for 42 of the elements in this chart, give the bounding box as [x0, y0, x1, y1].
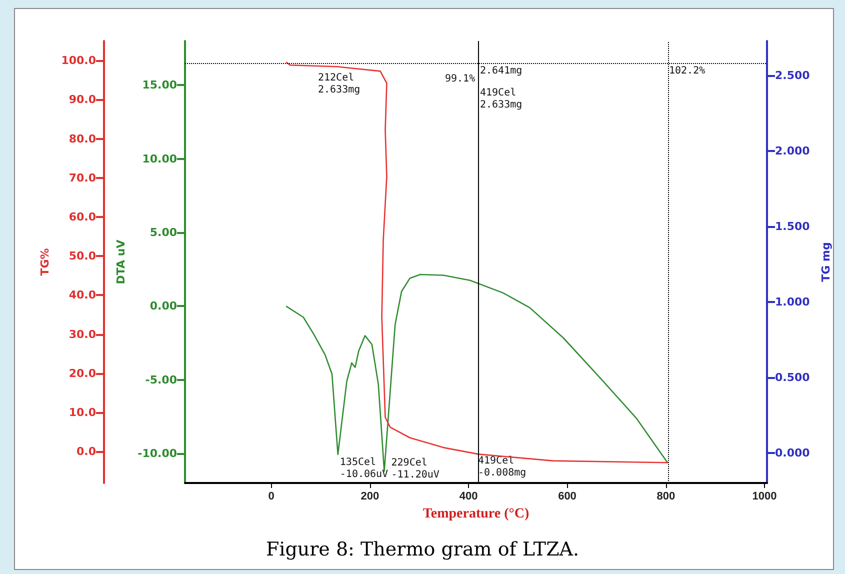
y-tick-label: 0.00 — [150, 300, 178, 313]
y3-tick-label: 90.0 — [68, 93, 96, 106]
x-tick-label: 800 — [656, 490, 676, 502]
annotation: 99.1% — [445, 74, 476, 84]
y3-tick-label: 0.0 — [76, 445, 96, 458]
text: Figure 8: Thermo gram of LTZA. — [266, 538, 580, 560]
x-axis-title: Temperature (°C) — [422, 506, 530, 522]
y-axis-title: DTA uV — [114, 239, 128, 284]
y3-axis-title: TG% — [38, 248, 52, 276]
y-tick-label: -5.00 — [145, 373, 178, 386]
y-tick-label: 10.00 — [142, 152, 178, 166]
y3-tick-label: 40.0 — [68, 288, 96, 302]
y2-tick-label: 1.500 — [775, 220, 810, 234]
y2-tick-label: 2.500 — [775, 69, 810, 82]
x-tick-label: 400 — [459, 490, 478, 502]
y3-tick-label: 50.0 — [68, 250, 96, 263]
annotation: 229Cel -11.20uV — [391, 458, 440, 481]
y-tick-label: 5.00 — [150, 226, 178, 240]
annotation: 102.2% — [669, 66, 706, 76]
annotation: 419Cel 2.633mg — [480, 88, 522, 110]
y3-tick-label: 10.0 — [68, 406, 96, 420]
y3-tick-label: 60.0 — [68, 210, 96, 224]
y2-tick-label: 1.000 — [775, 295, 810, 308]
y2-axis-title: TG mg — [820, 242, 833, 282]
annotation: 135Cel -10.06uV — [340, 456, 388, 480]
y3-tick-label: 30.0 — [68, 328, 96, 341]
x-tick-label: 1000 — [752, 490, 777, 502]
y3-tick-label: 20.0 — [68, 366, 96, 380]
annotation: 2.641mg — [480, 66, 522, 76]
x-tick-label: 0 — [268, 490, 274, 502]
y3-tick-label: 80.0 — [68, 132, 96, 146]
y2-tick-label: 2.000 — [775, 144, 810, 158]
y2-tick-label: 0.500 — [775, 370, 810, 384]
y-tick-label: -10.00 — [138, 447, 178, 460]
x-tick-label: 200 — [360, 490, 380, 502]
y3-tick-label: 70.0 — [68, 171, 96, 184]
y2-tick-label: 0.000 — [775, 446, 810, 460]
x-tick-label: 600 — [558, 490, 576, 502]
annotation: 419Cel -0.008mg — [478, 456, 526, 478]
annotation: 212Cel 2.633mg — [318, 72, 360, 96]
y-tick-label: 15.00 — [142, 78, 178, 92]
y3-tick-label: 100.0 — [61, 54, 96, 68]
